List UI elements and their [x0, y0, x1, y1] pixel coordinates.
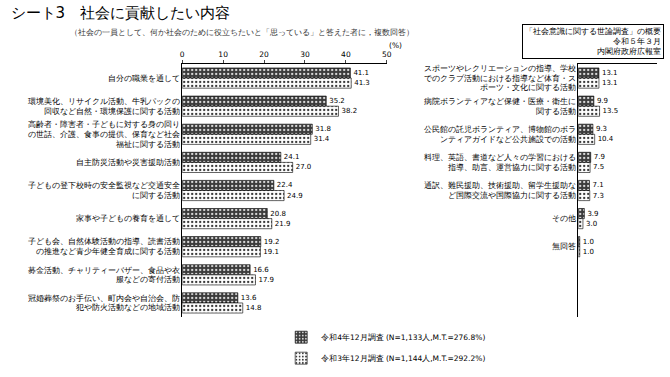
- svg-text:子ども会、自然体験活動の指導、読書活動の推進など青少年健全育: 子ども会、自然体験活動の指導、読書活動の推進など青少年健全育成に関する活動: [28, 237, 180, 256]
- svg-text:35.2: 35.2: [329, 97, 345, 105]
- svg-text:13.1: 13.1: [602, 69, 618, 77]
- svg-text:21.9: 21.9: [275, 220, 291, 228]
- svg-text:0: 0: [180, 50, 185, 59]
- svg-text:募金活動、チャリティーバザー、食品や衣服などの寄付活動: 募金活動、チャリティーバザー、食品や衣服などの寄付活動: [28, 266, 180, 285]
- svg-text:令和4年12月調査 (N=1,133人,M.T.=276.8: 令和4年12月調査 (N=1,133人,M.T.=276.8%): [321, 333, 485, 342]
- svg-text:その他: その他: [552, 214, 576, 223]
- svg-text:自主防災活動や災害援助活動: 自主防災活動や災害援助活動: [76, 158, 180, 167]
- svg-text:3.0: 3.0: [586, 220, 597, 228]
- svg-text:24.1: 24.1: [284, 153, 300, 161]
- svg-text:50: 50: [382, 50, 392, 59]
- svg-text:30: 30: [300, 50, 310, 59]
- svg-text:1.0: 1.0: [583, 238, 594, 246]
- svg-text:27.0: 27.0: [296, 163, 312, 171]
- svg-text:41.3: 41.3: [354, 79, 370, 87]
- svg-text:19.2: 19.2: [264, 238, 280, 246]
- svg-text:高齢者・障害者・子どもに対する身の回りの世話、介護、食事の提: 高齢者・障害者・子どもに対する身の回りの世話、介護、食事の提供、保育など社会福祉…: [28, 120, 180, 149]
- svg-text:31.8: 31.8: [315, 125, 331, 133]
- svg-text:10: 10: [218, 50, 228, 59]
- svg-text:子どもの登下校時の安全監視など交通安全に関する活動: 子どもの登下校時の安全監視など交通安全に関する活動: [28, 181, 180, 200]
- svg-text:無回答: 無回答: [552, 242, 576, 251]
- svg-text:20: 20: [259, 50, 269, 59]
- svg-text:（社会の一員として、何か社会のために役立ちたいと「思っている: （社会の一員として、何か社会のために役立ちたいと「思っている」と答えた者に，複数…: [70, 28, 414, 37]
- svg-text:19.1: 19.1: [263, 248, 279, 256]
- svg-text:7.3: 7.3: [593, 192, 604, 200]
- svg-text:7.5: 7.5: [593, 163, 604, 171]
- svg-text:20.8: 20.8: [270, 210, 286, 218]
- svg-text:38.2: 38.2: [342, 107, 358, 115]
- svg-text:16.6: 16.6: [253, 266, 269, 274]
- svg-text:41.1: 41.1: [353, 69, 369, 77]
- svg-text:9.9: 9.9: [597, 97, 608, 105]
- svg-text:31.4: 31.4: [314, 135, 330, 143]
- svg-text:スポーツやレクリエーションの指導、学校でのクラブ活動における: スポーツやレクリエーションの指導、学校でのクラブ活動における指導など体育・スポー…: [424, 64, 576, 93]
- svg-text:13.6: 13.6: [241, 294, 257, 302]
- svg-text:22.4: 22.4: [277, 181, 293, 189]
- svg-text:1.0: 1.0: [583, 248, 594, 256]
- svg-text:病院ボランティアなど保健・医療・衛生に関する活動: 病院ボランティアなど保健・医療・衛生に関する活動: [424, 97, 576, 116]
- svg-text:「社会意識に関する世論調査」の概要令和５年３月内閣府政府広報: 「社会意識に関する世論調査」の概要令和５年３月内閣府政府広報室: [525, 27, 661, 56]
- svg-text:40: 40: [341, 50, 351, 59]
- svg-text:13.1: 13.1: [602, 79, 618, 87]
- svg-text:通訳、難民援助、技術援助、留学生援助など国際交流や国際協力に: 通訳、難民援助、技術援助、留学生援助など国際交流や国際協力に関する活動: [424, 181, 576, 200]
- svg-text:(%): (%): [389, 41, 402, 50]
- svg-text:13.5: 13.5: [603, 107, 619, 115]
- svg-text:24.9: 24.9: [287, 192, 303, 200]
- svg-text:自分の職業を通して: 自分の職業を通して: [108, 74, 180, 83]
- svg-text:家事や子どもの養育を通して: 家事や子どもの養育を通して: [76, 214, 180, 223]
- svg-text:14.8: 14.8: [246, 304, 262, 312]
- svg-text:7.9: 7.9: [594, 153, 605, 161]
- svg-text:17.9: 17.9: [258, 276, 274, 284]
- svg-text:料理、英語、書道など人々の学習における指導、助言、運営協力に: 料理、英語、書道など人々の学習における指導、助言、運営協力に関する活動: [424, 153, 576, 172]
- svg-text:9.3: 9.3: [596, 125, 607, 133]
- svg-text:シート3 社会に貢献したい内容: シート3 社会に貢献したい内容: [11, 4, 231, 22]
- svg-text:環境美化、リサイクル活動、牛乳パックの回収など自然・環境保護: 環境美化、リサイクル活動、牛乳パックの回収など自然・環境保護に関する活動: [28, 97, 180, 116]
- svg-text:冠婚葬祭のお手伝い、町内会や自治会、防犯や防火活動などの地域: 冠婚葬祭のお手伝い、町内会や自治会、防犯や防火活動などの地域活動: [28, 294, 180, 313]
- svg-text:3.9: 3.9: [587, 210, 598, 218]
- svg-text:令和3年12月調査 (N=1,144人,M.T.=292.2: 令和3年12月調査 (N=1,144人,M.T.=292.2%): [321, 354, 485, 363]
- svg-text:公民館の託児ボランティア、博物館のボランティアガイドなど公共: 公民館の託児ボランティア、博物館のボランティアガイドなど公共施設での活動: [424, 125, 576, 144]
- svg-text:7.1: 7.1: [592, 181, 603, 189]
- svg-text:10.4: 10.4: [598, 135, 614, 143]
